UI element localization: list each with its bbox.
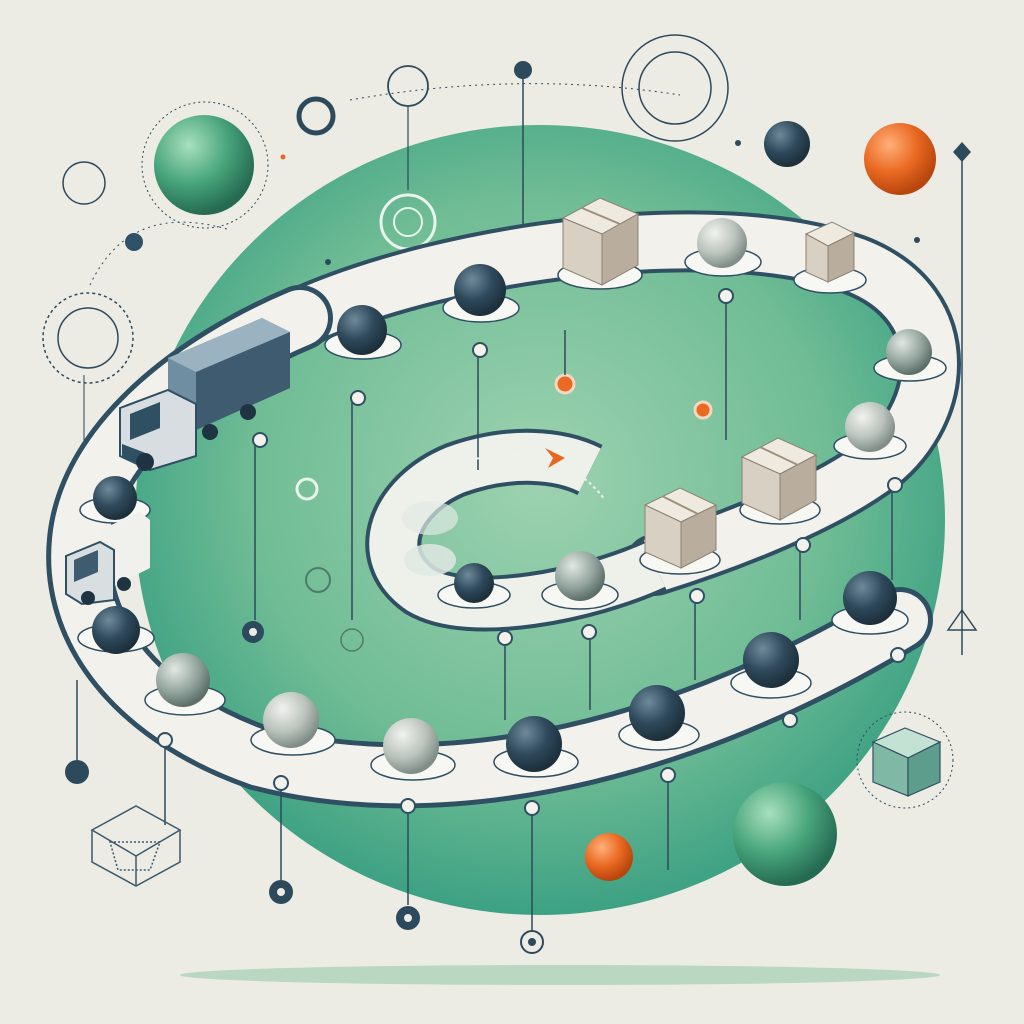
dashed-ring-icon — [42, 292, 134, 384]
dot-icon — [125, 233, 143, 251]
orange-arrow-icon — [545, 448, 565, 468]
delivery-van-icon — [65, 512, 150, 606]
cardboard-box-icon — [557, 197, 643, 290]
ring-icon — [305, 567, 331, 593]
sphere-icon — [506, 716, 562, 772]
sphere-icon — [92, 606, 140, 654]
dot-icon — [735, 140, 741, 146]
sphere-icon — [156, 653, 210, 707]
cardboard-box-icon — [739, 437, 821, 525]
truck-icon — [119, 318, 290, 472]
sphere-icon — [733, 782, 837, 886]
target-circle-icon — [62, 161, 106, 205]
sphere-icon — [454, 264, 506, 316]
sphere-icon — [585, 833, 633, 881]
target-circle-icon — [387, 65, 429, 107]
target-circle-icon — [638, 51, 712, 125]
cone-marker-icon — [946, 608, 978, 631]
dashed-ring-icon — [141, 101, 269, 229]
sphere-icon — [154, 115, 254, 215]
sphere-icon — [337, 305, 387, 355]
ring-icon — [296, 96, 336, 136]
sphere-icon — [843, 571, 897, 625]
pin-node-icon — [520, 930, 544, 954]
glass-target-icon — [393, 207, 423, 237]
glass-cube-icon — [871, 727, 942, 797]
sphere-icon — [743, 632, 799, 688]
pin-node-icon — [514, 61, 532, 79]
belt-pins — [76, 300, 893, 930]
dot-icon — [914, 237, 920, 243]
sphere-icon — [383, 718, 439, 774]
sphere-icon — [845, 402, 895, 452]
sphere-icon — [764, 121, 810, 167]
wireframe-cube-icon — [90, 805, 182, 887]
dashed-ring-icon — [856, 711, 954, 809]
cardboard-boxes — [557, 197, 867, 575]
pin-nodes — [65, 621, 544, 954]
sphere-icon — [93, 476, 137, 520]
sphere-icon — [263, 692, 319, 748]
diamond-marker-icon — [953, 142, 971, 162]
sphere-icon — [864, 123, 936, 195]
pin-node-icon — [65, 760, 89, 784]
spark-dot-icon — [280, 154, 286, 160]
decorations — [42, 34, 963, 809]
dot-icon — [325, 259, 331, 265]
sphere-icon — [886, 329, 932, 375]
dotted-orbit-line — [469, 454, 606, 501]
dotted-orbit-line — [89, 221, 231, 286]
belt-items — [77, 218, 947, 781]
sphere-icon — [629, 685, 685, 741]
pin-node-icon — [340, 628, 364, 652]
dotted-orbit-line — [349, 83, 681, 101]
glass-disc — [402, 501, 458, 535]
target-circle-icon — [621, 34, 729, 142]
sphere-icon — [693, 400, 713, 420]
glass-disc — [404, 544, 456, 576]
cardboard-box-icon — [793, 221, 867, 294]
floor-shadow — [180, 965, 940, 985]
sphere-icon — [454, 563, 494, 603]
sphere-icon — [554, 373, 576, 395]
ring-icon — [295, 477, 319, 501]
target-circle-icon — [57, 307, 119, 369]
sphere-icon — [697, 218, 747, 268]
belt-rivets — [157, 288, 906, 816]
sphere-icon — [555, 551, 605, 601]
cardboard-box-icon — [639, 487, 721, 575]
